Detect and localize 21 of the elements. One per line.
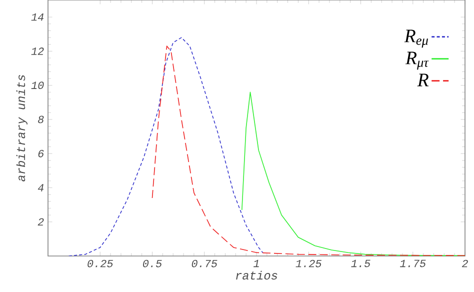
y-tick-label: 10 bbox=[31, 82, 44, 90]
legend-label: R$_{eμ}$ bbox=[404, 30, 428, 48]
x-tick-label: 0.75 bbox=[192, 260, 218, 268]
x-tick-label: 1.25 bbox=[296, 260, 322, 268]
y-tick-label: 2 bbox=[38, 218, 44, 226]
x-tick-label: 1.5 bbox=[351, 260, 370, 268]
y-axis-title: arbitrary units bbox=[16, 75, 28, 182]
legend-label: R bbox=[417, 74, 429, 86]
line-series bbox=[68, 37, 264, 256]
x-tick-label: 1.75 bbox=[400, 260, 426, 268]
y-tick-label: 4 bbox=[38, 184, 44, 192]
x-tick-label: 0.5 bbox=[143, 260, 162, 268]
legend-label: R$_{μτ}$ bbox=[405, 52, 429, 70]
y-tick-label: 12 bbox=[31, 48, 44, 55]
x-tick-label: 1 bbox=[253, 260, 259, 268]
y-tick-label: 14 bbox=[31, 13, 44, 21]
y-tick-label: 6 bbox=[38, 150, 44, 158]
x-tick-label: 2 bbox=[462, 260, 468, 268]
x-tick-label: 0.25 bbox=[88, 260, 113, 268]
x-axis-title: ratios bbox=[236, 270, 278, 280]
y-tick-label: 8 bbox=[38, 116, 44, 124]
